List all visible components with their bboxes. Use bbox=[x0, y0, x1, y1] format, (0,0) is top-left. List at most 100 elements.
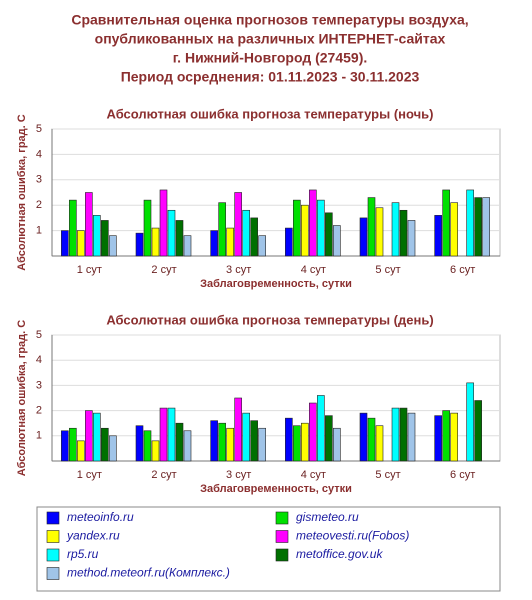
bar bbox=[250, 420, 258, 462]
bar bbox=[442, 410, 450, 462]
chart-title: Абсолютная ошибка прогноза температуры (… bbox=[106, 312, 433, 327]
bar bbox=[242, 209, 250, 257]
bar bbox=[143, 430, 152, 462]
bar bbox=[482, 197, 490, 257]
bar bbox=[226, 227, 234, 257]
bar bbox=[258, 235, 266, 257]
x-tick-label: 5 сут bbox=[375, 469, 400, 481]
bar bbox=[226, 427, 234, 462]
y-tick-label: 3 bbox=[36, 379, 42, 391]
legend-label: yandex.ru bbox=[66, 529, 120, 543]
bar bbox=[183, 430, 192, 462]
bar bbox=[359, 217, 368, 257]
bar bbox=[466, 382, 474, 462]
x-tick-label: 1 сут bbox=[77, 469, 102, 481]
plot-area bbox=[51, 334, 501, 462]
bar bbox=[407, 412, 416, 462]
x-axis-label: Заблаговременность, сутки bbox=[200, 278, 352, 290]
legend-swatch bbox=[46, 548, 60, 562]
bar bbox=[109, 235, 117, 257]
bar bbox=[391, 202, 400, 257]
bar bbox=[450, 412, 458, 462]
bar bbox=[367, 417, 376, 462]
bar bbox=[325, 415, 333, 462]
legend-label: meteoinfo.ru bbox=[67, 510, 134, 524]
legend-swatch bbox=[46, 567, 60, 580]
bar bbox=[93, 215, 101, 257]
bar bbox=[101, 220, 109, 257]
legend-swatch bbox=[275, 530, 289, 543]
bar bbox=[218, 202, 226, 257]
bar bbox=[135, 232, 144, 257]
bar bbox=[333, 225, 341, 257]
bar bbox=[167, 209, 176, 257]
bar bbox=[301, 422, 309, 462]
bar bbox=[234, 192, 242, 257]
bar bbox=[250, 217, 258, 257]
x-tick-label: 6 сут bbox=[450, 264, 475, 276]
bar bbox=[293, 425, 301, 462]
y-tick-label: 2 bbox=[36, 199, 42, 211]
legend-swatch bbox=[46, 530, 60, 543]
x-tick-label: 4 сут bbox=[301, 264, 326, 276]
bar bbox=[399, 407, 408, 462]
legend-swatch bbox=[46, 511, 60, 525]
legend-label: method.meteorf.ru(Комплекс.) bbox=[67, 566, 230, 580]
bar bbox=[375, 425, 384, 462]
bar bbox=[101, 427, 109, 462]
bar bbox=[175, 220, 184, 257]
bar bbox=[258, 427, 266, 462]
bar bbox=[333, 427, 341, 462]
legend-swatch bbox=[275, 511, 289, 525]
bar bbox=[399, 209, 408, 257]
bar bbox=[159, 189, 168, 257]
legend-swatch bbox=[275, 548, 289, 562]
bar bbox=[159, 407, 168, 462]
bar bbox=[175, 422, 184, 462]
x-tick-label: 6 сут bbox=[450, 469, 475, 481]
x-tick-label: 4 сут bbox=[301, 469, 326, 481]
chart-title: Абсолютная ошибка прогноза температуры (… bbox=[106, 106, 433, 121]
bar bbox=[317, 395, 325, 462]
bar bbox=[234, 397, 242, 462]
y-tick-label: 5 bbox=[36, 123, 42, 135]
bar bbox=[391, 407, 400, 462]
x-tick-label: 3 сут bbox=[226, 469, 251, 481]
bar bbox=[434, 215, 442, 257]
bar bbox=[466, 189, 474, 257]
bar bbox=[151, 227, 160, 257]
y-tick-label: 5 bbox=[36, 329, 42, 341]
x-tick-label: 3 сут bbox=[226, 264, 251, 276]
bar bbox=[450, 202, 458, 257]
x-tick-label: 1 сут bbox=[77, 264, 102, 276]
bar bbox=[210, 420, 218, 462]
bar bbox=[210, 230, 218, 257]
plot-area bbox=[51, 128, 501, 257]
bar bbox=[434, 415, 442, 462]
page-title: Сравнительная оценка прогнозов температу… bbox=[71, 12, 468, 28]
bar bbox=[69, 199, 77, 257]
bar bbox=[183, 235, 192, 257]
y-axis-label: Абсолютная ошибка, град. С bbox=[16, 320, 28, 476]
bar bbox=[77, 440, 85, 462]
legend-label: gismeteo.ru bbox=[296, 510, 359, 524]
y-tick-label: 1 bbox=[36, 430, 42, 442]
bar bbox=[293, 199, 301, 257]
x-tick-label: 2 сут bbox=[151, 264, 176, 276]
bar bbox=[285, 227, 293, 257]
bar bbox=[109, 435, 117, 462]
legend-label: metoffice.gov.uk bbox=[296, 547, 383, 561]
bar bbox=[61, 230, 69, 257]
bar bbox=[77, 230, 85, 257]
bar bbox=[309, 402, 317, 462]
bar bbox=[242, 412, 250, 462]
x-tick-label: 2 сут bbox=[151, 469, 176, 481]
bar bbox=[143, 199, 152, 257]
bar bbox=[407, 220, 416, 257]
legend-box bbox=[36, 506, 501, 592]
page-title: Период осреднения: 01.11.2023 - 30.11.20… bbox=[121, 69, 420, 85]
bar bbox=[167, 407, 176, 462]
bar bbox=[317, 199, 325, 257]
bar bbox=[309, 189, 317, 257]
bar bbox=[85, 192, 93, 257]
